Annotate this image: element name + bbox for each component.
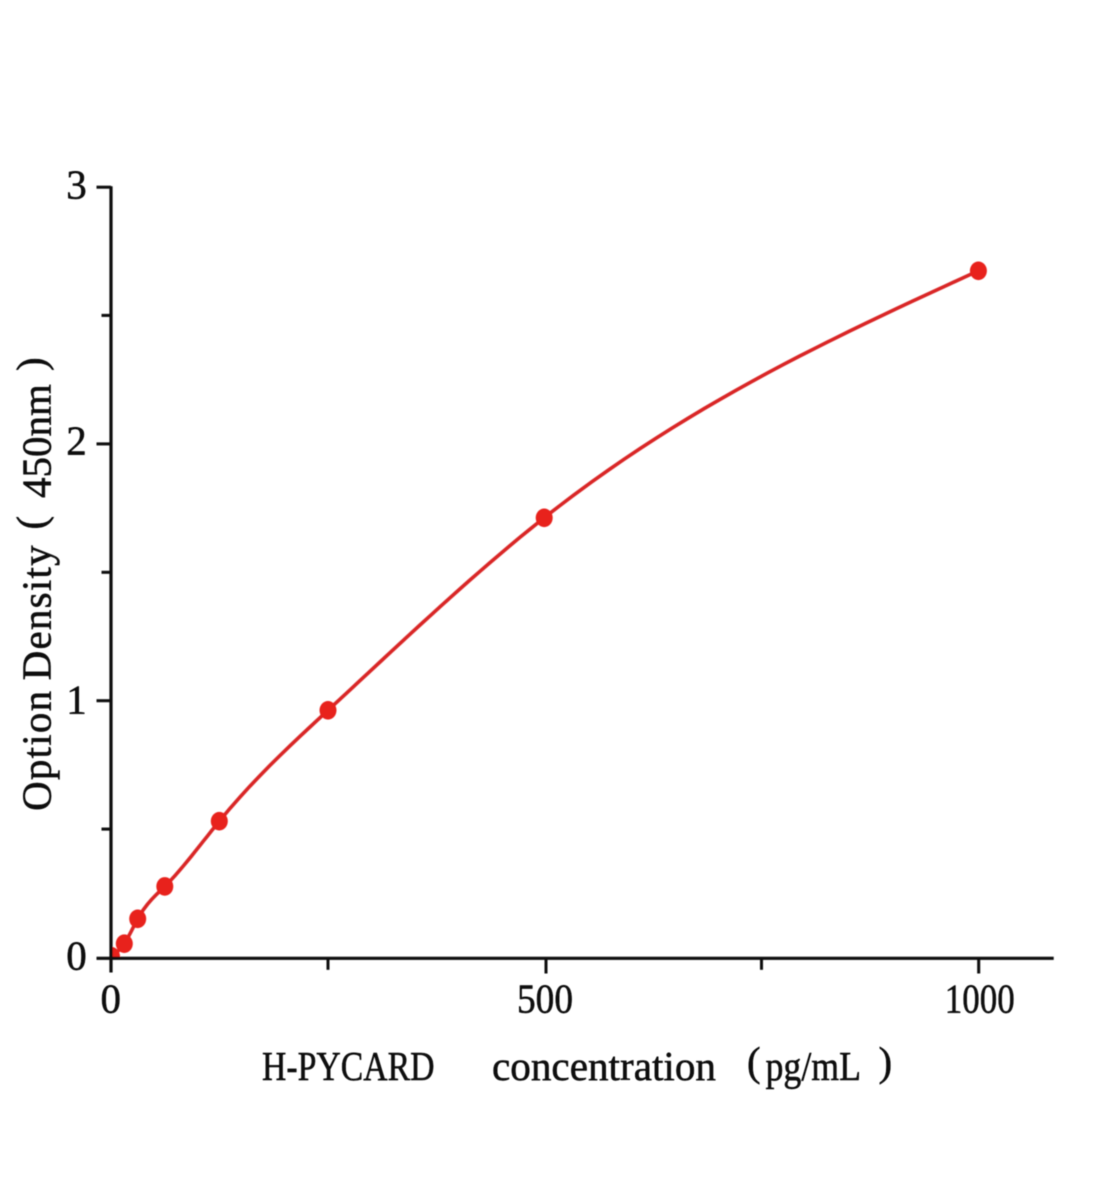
svg-text:pg/mL: pg/mL [766, 1043, 862, 1089]
svg-text:Density: Density [14, 545, 60, 681]
svg-text:0: 0 [66, 933, 87, 979]
svg-text:): ) [879, 1039, 893, 1085]
svg-text:1: 1 [66, 677, 87, 723]
svg-text:): ) [8, 357, 54, 371]
svg-text:2: 2 [66, 418, 87, 464]
svg-text:concentration: concentration [492, 1043, 716, 1089]
svg-text:(: ( [747, 1039, 761, 1085]
svg-text:0: 0 [101, 976, 122, 1022]
svg-text:Option: Option [14, 691, 60, 811]
svg-text:500: 500 [517, 976, 573, 1022]
svg-text:1000: 1000 [945, 976, 1015, 1022]
svg-text:3: 3 [66, 162, 87, 208]
svg-text:H-PYCARD: H-PYCARD [262, 1043, 435, 1089]
svg-text:(: ( [8, 516, 54, 530]
svg-text:450nm: 450nm [14, 384, 60, 498]
